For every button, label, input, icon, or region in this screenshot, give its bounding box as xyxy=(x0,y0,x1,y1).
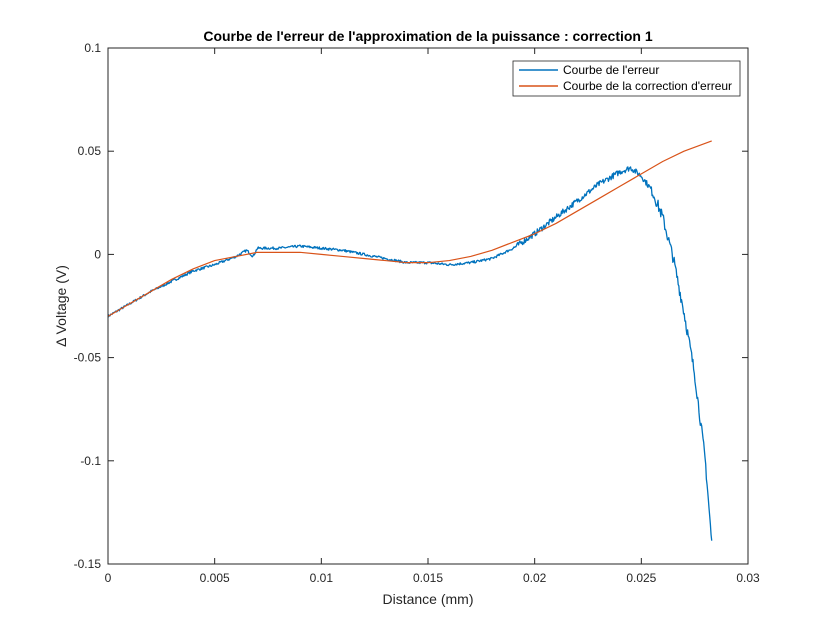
x-tick-label: 0.025 xyxy=(626,571,656,585)
x-tick-label: 0.02 xyxy=(523,571,547,585)
legend-label-1: Courbe de la correction d'erreur xyxy=(563,79,732,93)
y-tick-label: -0.05 xyxy=(74,351,102,365)
y-axis: -0.15 -0.1 -0.05 0 0.05 0.1 xyxy=(74,41,748,571)
x-tick-label: 0 xyxy=(105,571,112,585)
y-tick-label: 0.05 xyxy=(78,144,102,158)
series-line-1 xyxy=(108,140,712,317)
series-layer xyxy=(108,140,713,541)
y-tick-label: 0 xyxy=(94,247,101,261)
legend: Courbe de l'erreur Courbe de la correctio… xyxy=(512,60,741,97)
chart-title: Courbe de l'erreur de l'approximation de… xyxy=(203,28,653,44)
y-tick-label: -0.1 xyxy=(80,454,101,468)
y-tick-label: 0.1 xyxy=(84,41,101,55)
y-tick-label: -0.15 xyxy=(74,557,102,571)
x-tick-label: 0.03 xyxy=(736,571,760,585)
x-tick-label: 0.005 xyxy=(200,571,230,585)
x-tick-label: 0.01 xyxy=(310,571,334,585)
legend-box xyxy=(512,60,741,97)
plot-area: 0 0.005 0.01 0.015 0.02 0.025 0.03 -0.15-0.1-0… xyxy=(74,41,760,585)
x-tick-label: 0.015 xyxy=(413,571,443,585)
y-axis-title: Δ Voltage (V) xyxy=(53,265,69,347)
series-line-0 xyxy=(108,166,713,541)
x-axis: 0 0.005 0.01 0.015 0.02 0.025 0.03 xyxy=(105,48,760,585)
x-axis-title: Distance (mm) xyxy=(382,591,473,607)
legend-label-0: Courbe de l'erreur xyxy=(563,63,659,77)
